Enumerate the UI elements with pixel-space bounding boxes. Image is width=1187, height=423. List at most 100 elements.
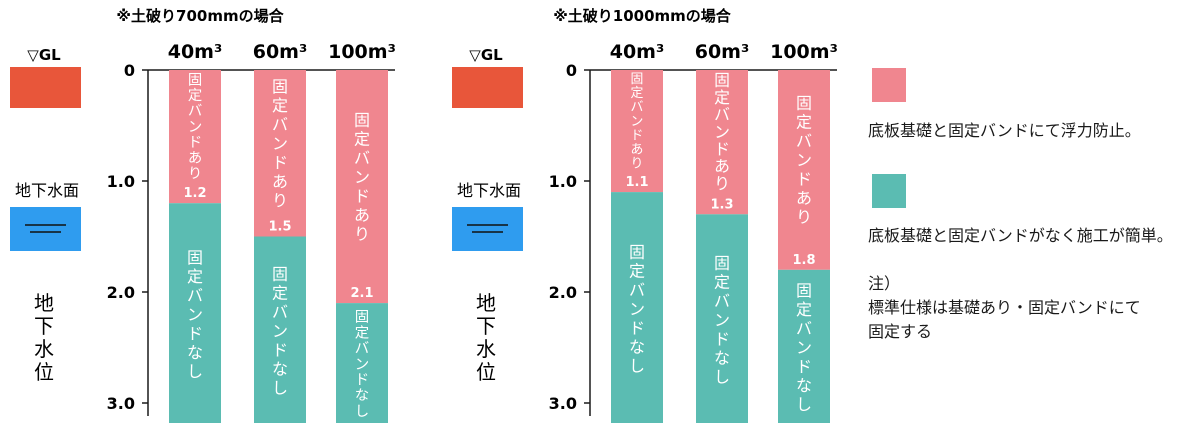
bar-noband-label-char: な xyxy=(355,387,369,404)
bar-band-label-char: 固 xyxy=(272,77,288,96)
y-tick-label: 0 xyxy=(566,61,577,80)
bar-noband-label-char: 定 xyxy=(187,267,203,286)
bar-band-label-char: り xyxy=(796,208,812,227)
bar-band-label-char: 固 xyxy=(631,72,644,87)
bar-noband-label-char: 固 xyxy=(187,248,203,267)
bar-band-label-char: 定 xyxy=(354,129,370,148)
bar-value-label: 2.1 xyxy=(350,286,373,301)
bar-band-segment xyxy=(254,70,306,237)
bar-value-label: 1.8 xyxy=(792,253,815,268)
category-label: 60m³ xyxy=(253,41,308,63)
bar-band-label-char: 固 xyxy=(188,72,202,88)
water-swatch xyxy=(452,207,523,251)
bar-band-label-char: バ xyxy=(631,100,644,115)
bar-noband-label-char: ド xyxy=(272,340,288,359)
category-label: 100m³ xyxy=(770,41,838,63)
bar-noband-label-char: バ xyxy=(714,291,730,310)
vertical-axis-label-char: 下 xyxy=(476,314,496,338)
bar-noband-label-char: ド xyxy=(796,357,812,376)
bar-noband-label-char: 固 xyxy=(629,242,645,261)
bar-band-label-char: り xyxy=(272,191,288,210)
bar-band-label-char: バ xyxy=(354,148,370,167)
bar-band-label-char: ド xyxy=(188,135,202,151)
ground-surface-swatch xyxy=(10,67,81,108)
bar-noband-label-char: な xyxy=(714,348,730,367)
vertical-axis-label-char: 下 xyxy=(34,314,54,338)
note-line-1: 標準仕様は基礎あり・固定バンドにて xyxy=(868,298,1141,317)
bar-band-segment xyxy=(169,70,221,204)
bar-band-label-char: ン xyxy=(354,167,370,186)
vertical-axis-label-char: 水 xyxy=(34,337,54,361)
y-tick-label: 0 xyxy=(124,61,135,80)
chart-title: ※土破り700mmの場合 xyxy=(116,7,284,25)
water-surface-label: 地下水面 xyxy=(457,181,521,200)
bar-band-label-char: ン xyxy=(188,119,202,135)
bar-band-label-char: あ xyxy=(714,157,730,176)
bar-noband-label-char: し xyxy=(355,404,369,420)
bar-band-label-char: ン xyxy=(631,114,644,129)
bar-value-label: 1.3 xyxy=(710,197,733,212)
bar-band-label-char: 定 xyxy=(796,113,812,132)
bar-band-label-char: 固 xyxy=(354,110,370,129)
gl-label: ▽GL xyxy=(469,46,503,64)
bar-band-label-char: 固 xyxy=(714,71,730,90)
bar-noband-label-char: し xyxy=(187,362,203,381)
bar-band-label-char: あ xyxy=(272,172,288,191)
bar-noband-label-char: 固 xyxy=(796,281,812,300)
bar-band-label-char: り xyxy=(188,166,202,182)
bar-value-label: 1.5 xyxy=(268,220,291,235)
bar-noband-label-char: バ xyxy=(187,286,203,305)
bar-value-label: 1.1 xyxy=(625,175,648,190)
bar-noband-label-char: な xyxy=(272,359,288,378)
bar-band-label-char: ド xyxy=(354,186,370,205)
bar-band-segment xyxy=(696,70,748,215)
bar-band-label-char: 定 xyxy=(714,88,730,107)
bar-noband-label-char: バ xyxy=(629,280,645,299)
legend-noband-text: 底板基礎と固定バンドがなく施工が簡単。 xyxy=(868,226,1173,245)
bar-band-label-char: ン xyxy=(796,151,812,170)
bar-noband-label-char: 定 xyxy=(355,324,369,341)
bar-band-label-char: 定 xyxy=(272,96,288,115)
bar-band-label-char: ド xyxy=(272,153,288,172)
water-swatch xyxy=(10,207,81,251)
bar-noband-label-char: し xyxy=(272,378,288,397)
bar-band-label-char: バ xyxy=(188,104,202,120)
bar-band-label-char: あ xyxy=(796,189,812,208)
bar-noband-label-char: 定 xyxy=(796,300,812,319)
bar-band-label-char: ン xyxy=(714,122,730,141)
y-tick-label: 1.0 xyxy=(549,172,577,191)
y-tick-label: 2.0 xyxy=(549,283,577,302)
bar-band-label-char: あ xyxy=(631,142,644,157)
bar-noband-label-char: ン xyxy=(714,310,730,329)
note-block: 注） 標準仕様は基礎あり・固定バンドにて 固定する xyxy=(868,272,1141,344)
vertical-axis-label-char: 地 xyxy=(34,291,54,315)
category-label: 100m³ xyxy=(328,41,396,63)
chart-title: ※土破り1000mmの場合 xyxy=(553,7,732,25)
bar-noband-label-char: 固 xyxy=(272,264,288,283)
ground-surface-swatch xyxy=(452,67,523,108)
bar-band-label-char: ド xyxy=(796,170,812,189)
bar-noband-segment xyxy=(611,192,663,423)
category-label: 40m³ xyxy=(168,41,223,63)
bar-noband-label-char: ド xyxy=(714,329,730,348)
bar-noband-segment xyxy=(778,269,830,423)
y-tick-label: 3.0 xyxy=(107,394,135,413)
bar-band-label-char: 固 xyxy=(796,94,812,113)
category-label: 40m³ xyxy=(610,41,665,63)
bar-band-label-char: 定 xyxy=(631,86,644,101)
bar-noband-segment xyxy=(336,303,388,423)
legend-band-text: 底板基礎と固定バンドにて浮力防止。 xyxy=(868,121,1141,140)
bar-band-label-char: り xyxy=(354,224,370,243)
bar-band-label-char: バ xyxy=(714,105,730,124)
bar-noband-label-char: 定 xyxy=(714,272,730,291)
bar-noband-label-char: ン xyxy=(355,357,369,373)
bar-band-label-char: あ xyxy=(188,149,202,166)
bar-noband-label-char: し xyxy=(714,367,730,386)
vertical-axis-label-char: 水 xyxy=(476,337,496,361)
bar-band-label-char: 定 xyxy=(188,87,202,104)
legend-noband-swatch xyxy=(872,174,906,208)
bar-band-label-char: あ xyxy=(354,205,370,224)
bar-noband-segment xyxy=(254,236,306,423)
bar-noband-label-char: し xyxy=(629,356,645,375)
